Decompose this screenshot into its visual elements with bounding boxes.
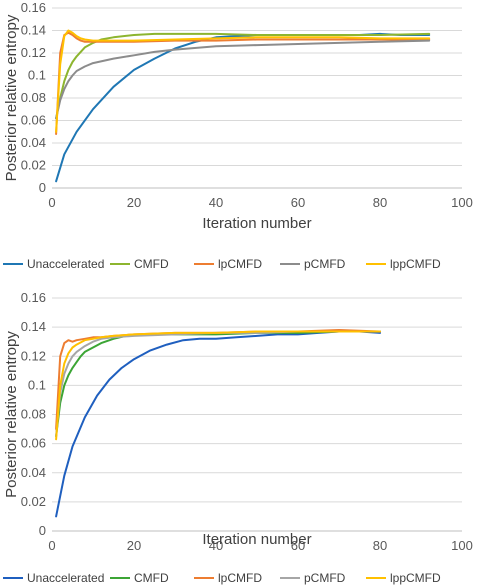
chart-0-ytick-label: 0.12 [21, 45, 46, 60]
chart-0-ytick-label: 0.08 [21, 90, 46, 105]
chart-0-ytick-label: 0.06 [21, 113, 46, 128]
chart-0-x-axis-title: Iteration number [202, 215, 311, 232]
chart-0-series-line-unaccelerated [55, 32, 431, 183]
chart-1-x-axis-title: Iteration number [202, 531, 311, 548]
chart-bottom: 0 0.02 0.04 0.06 0.08 0.1 0.12 0.14 0.16 0 20 40 60 8… [3, 290, 473, 585]
chart-0-ytick-label: 0.1 [28, 68, 46, 83]
chart-1-ytick-label: 0.02 [21, 494, 46, 509]
chart-0-ytick-label: 0.04 [21, 135, 46, 150]
chart-0-series-line-pcmfd [55, 39, 431, 120]
chart-0-ytick-label: 0.16 [21, 0, 46, 15]
chart-1-xtick-label: 100 [451, 538, 473, 553]
chart-1-series-line-unaccelerated [55, 330, 381, 518]
chart-1-ytick-label: 0.14 [21, 319, 46, 334]
chart-1-legend-label: pCMFD [304, 571, 346, 585]
chart-0-xtick-label: 0 [48, 195, 55, 210]
chart-1-xtick-label: 0 [48, 538, 55, 553]
chart-1-y-axis-title: Posterior relative entropy [3, 331, 20, 498]
chart-0-ytick-label: 0.02 [21, 158, 46, 173]
chart-0-xtick-label: 40 [209, 195, 223, 210]
chart-0-ytick-label: 0 [39, 180, 46, 195]
chart-1-series-line-lppcmfd [55, 330, 381, 441]
chart-1-legend-label: lppCMFD [390, 571, 441, 585]
chart-1-ytick-label: 0.16 [21, 290, 46, 305]
chart-1-ytick-label: 0.06 [21, 436, 46, 451]
chart-1-ytick-label: 0.12 [21, 348, 46, 363]
chart-0-ytick-label: 0.14 [21, 23, 46, 38]
chart-0-legend-label: pCMFD [304, 257, 346, 271]
chart-0-legend-label: lppCMFD [390, 257, 441, 271]
chart-0-legend-label: Unaccelerated [27, 257, 104, 271]
chart-0-y-axis-title: Posterior relative entropy [3, 14, 20, 181]
chart-top: 0 0.02 0.04 0.06 0.08 0.1 0.12 0.14 0.16 0 20 40 60 8… [3, 0, 473, 271]
chart-0-series-line-cmfd [55, 32, 431, 120]
chart-0-xtick-label: 60 [291, 195, 305, 210]
chart-0-legend-label: CMFD [134, 257, 169, 271]
chart-1-xtick-label: 20 [127, 538, 141, 553]
chart-1-xtick-label: 60 [291, 538, 305, 553]
chart-1-series-line-cmfd [55, 330, 381, 438]
chart-1-xtick-label: 80 [373, 538, 387, 553]
chart-1-legend-label: CMFD [134, 571, 169, 585]
chart-0-legend-label: lpCMFD [218, 257, 262, 271]
chart-1-legend-label: Unaccelerated [27, 571, 104, 585]
chart-1-ytick-label: 0.04 [21, 465, 46, 480]
chart-0-series-line-lppcmfd [55, 29, 431, 133]
chart-1-ytick-label: 0.08 [21, 407, 46, 422]
chart-0-xtick-label: 100 [451, 195, 473, 210]
chart-0-xtick-label: 20 [127, 195, 141, 210]
chart-1-legend-label: lpCMFD [218, 571, 262, 585]
chart-1-ytick-label: 0.1 [28, 377, 46, 392]
chart-0-xtick-label: 80 [373, 195, 387, 210]
chart-1-ytick-label: 0 [39, 523, 46, 538]
chart-1-series-line-pcmfd [55, 330, 381, 438]
chart-0-series-line-lpcmfd [55, 31, 431, 135]
chart-1-xtick-label: 40 [209, 538, 223, 553]
